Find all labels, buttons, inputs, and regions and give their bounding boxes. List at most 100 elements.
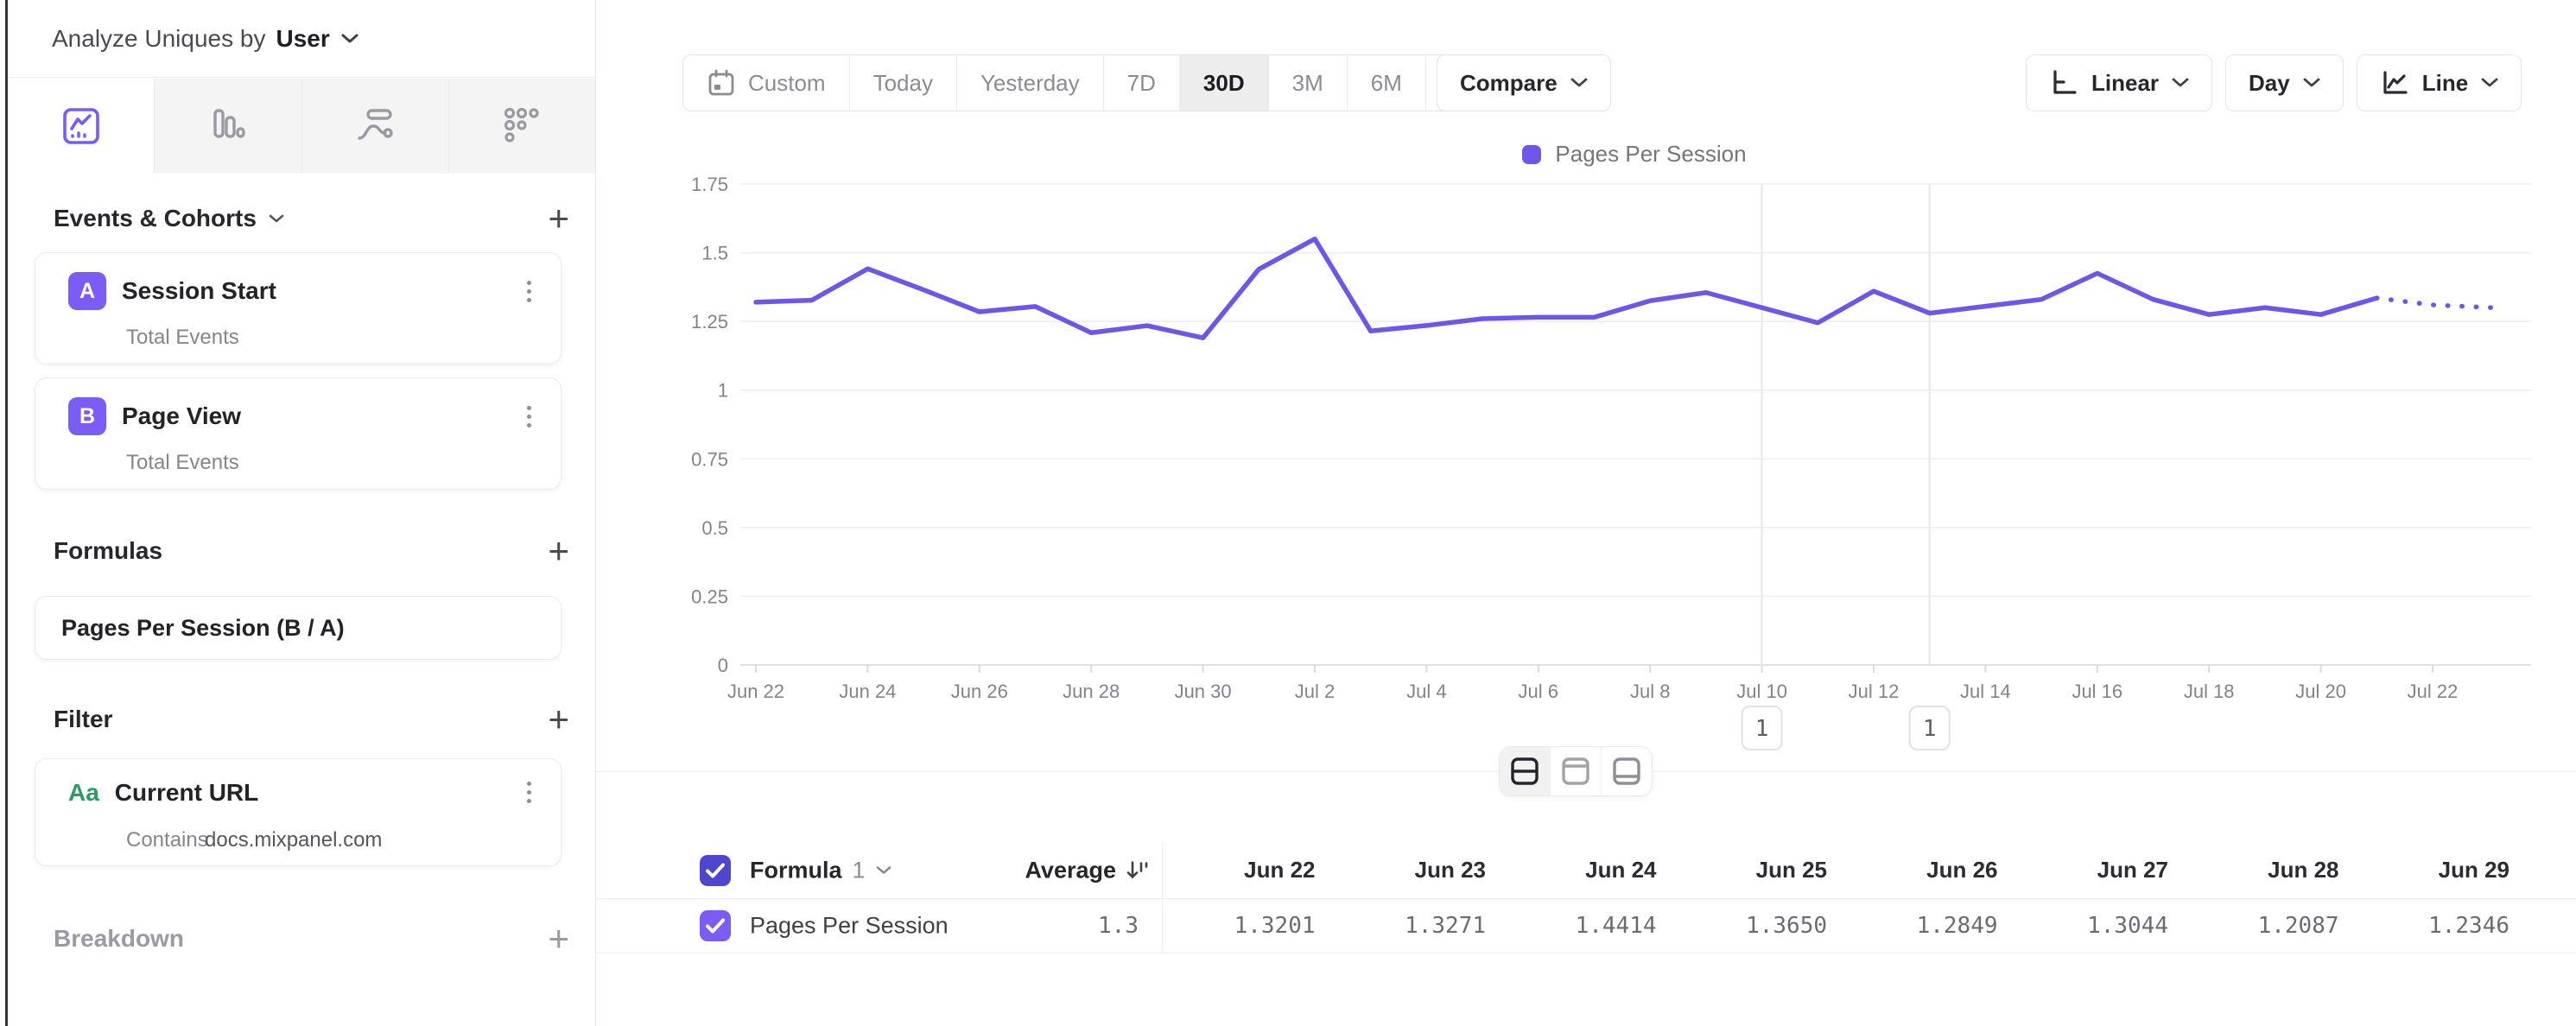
svg-text:0.25: 0.25 (691, 586, 728, 607)
chevron-down-icon (1570, 78, 1588, 87)
event-counting-method[interactable]: Total Events (126, 451, 239, 474)
range-yesterday[interactable]: Yesterday (955, 55, 1103, 111)
value-cell: 1.3044 (2087, 913, 2168, 939)
events-cohorts-header: Events & Cohorts + (35, 200, 569, 237)
value-cell: 1.3201 (1234, 913, 1316, 939)
date-column-headers: Jun 22 Jun 23 Jun 24 Jun 25 Jun 26 Jun 2… (1162, 842, 2527, 898)
svg-text:Jul 16: Jul 16 (2072, 681, 2122, 702)
kebab-menu-icon[interactable] (522, 776, 536, 808)
formulas-header: Formulas + (35, 533, 569, 569)
range-30d[interactable]: 30D (1178, 55, 1268, 111)
event-title: Page View (122, 402, 242, 429)
value-cell: 1.2849 (1916, 913, 1998, 939)
value-cell: 1.2087 (2257, 913, 2339, 939)
chevron-down-icon (2172, 78, 2189, 87)
svg-text:Jun 24: Jun 24 (839, 681, 896, 702)
svg-text:Jul 10: Jul 10 (1736, 681, 1787, 702)
add-breakdown-button[interactable]: + (548, 918, 569, 959)
event-card-page-view[interactable]: B Page View Total Events (35, 377, 562, 490)
svg-text:Jun 26: Jun 26 (951, 681, 1008, 702)
range-7d[interactable]: 7D (1102, 55, 1179, 111)
filter-title: Filter (54, 706, 113, 732)
event-card-session-start[interactable]: A Session Start Total Events (35, 252, 562, 364)
chevron-down-icon (340, 33, 359, 44)
value-cell: 1.4414 (1575, 913, 1657, 939)
svg-text:1: 1 (718, 380, 728, 402)
svg-text:Jul 6: Jul 6 (1519, 681, 1558, 702)
tab-segmentation-report[interactable] (447, 79, 595, 174)
svg-text:1.75: 1.75 (691, 174, 728, 195)
svg-text:Jul 12: Jul 12 (1849, 681, 1900, 702)
kebab-menu-icon[interactable] (522, 276, 536, 307)
series-checkbox[interactable] (700, 910, 731, 941)
chevron-down-icon (269, 214, 284, 222)
filter-value[interactable]: docs.mixpanel.com (205, 828, 383, 852)
add-event-button[interactable]: + (548, 198, 569, 238)
uniques-by-dropdown[interactable]: User (276, 24, 330, 52)
range-6m[interactable]: 6M (1346, 55, 1425, 111)
table-only-icon (1610, 755, 1643, 788)
string-property-icon: Aa (68, 778, 99, 806)
chart-only-icon (1559, 755, 1592, 788)
col-header[interactable]: Jun 22 (1244, 857, 1316, 883)
average-column-header[interactable]: Average (924, 857, 1149, 884)
filter-card-current-url[interactable]: Aa Current URL Contains docs.mixpanel.co… (35, 758, 562, 866)
select-all-checkbox[interactable] (700, 854, 731, 886)
events-cohorts-title[interactable]: Events & Cohorts (54, 205, 284, 232)
chevron-down-icon (876, 865, 891, 874)
col-header[interactable]: Jun 25 (1755, 857, 1827, 883)
col-header[interactable]: Jun 24 (1585, 857, 1657, 883)
range-3m[interactable]: 3M (1267, 55, 1347, 111)
svg-text:Jul 22: Jul 22 (2408, 681, 2459, 702)
add-filter-button[interactable]: + (548, 699, 569, 739)
svg-text:1: 1 (1755, 716, 1769, 742)
add-formula-button[interactable]: + (548, 530, 569, 571)
svg-text:0: 0 (718, 655, 728, 676)
event-counting-method[interactable]: Total Events (126, 326, 239, 349)
view-split[interactable] (1500, 747, 1550, 795)
col-header[interactable]: Jun 27 (2097, 857, 2168, 883)
legend-swatch (1522, 144, 1542, 164)
check-icon (706, 863, 725, 877)
tab-flow-report[interactable] (301, 79, 448, 174)
svg-text:Jul 2: Jul 2 (1295, 681, 1335, 702)
tab-bar-report[interactable] (154, 79, 301, 174)
col-header[interactable]: Jun 26 (1926, 857, 1998, 883)
range-custom[interactable]: Custom (683, 55, 849, 111)
filter-operator[interactable]: Contains (126, 828, 208, 852)
svg-text:1.25: 1.25 (691, 311, 728, 332)
svg-text:Jun 22: Jun 22 (727, 681, 784, 702)
svg-text:Jun 28: Jun 28 (1063, 681, 1120, 702)
col-header[interactable]: Jun 23 (1414, 857, 1486, 883)
range-today[interactable]: Today (848, 55, 956, 111)
col-header[interactable]: Jun 28 (2268, 857, 2339, 883)
kebab-menu-icon[interactable] (522, 401, 536, 433)
svg-text:Jul 14: Jul 14 (1960, 681, 2011, 702)
sort-icon[interactable] (1125, 858, 1149, 883)
series-name[interactable]: Pages Per Session (750, 912, 949, 939)
compare-button[interactable]: Compare (1437, 54, 1611, 111)
legend-label[interactable]: Pages Per Session (1555, 141, 1747, 167)
svg-text:1.5: 1.5 (701, 243, 728, 264)
chart-type-button[interactable]: Line (2356, 54, 2522, 111)
svg-text:Jul 4: Jul 4 (1406, 681, 1446, 702)
tab-insights-line[interactable] (8, 79, 155, 174)
svg-text:Jul 18: Jul 18 (2184, 681, 2235, 702)
flow-icon (354, 105, 396, 147)
formula-expression: Pages Per Session (B / A) (61, 615, 345, 641)
scale-button[interactable]: Linear (2026, 54, 2213, 111)
view-toggle (1499, 746, 1653, 796)
check-icon (706, 918, 725, 934)
formula-group-dropdown[interactable]: Formula 1 (750, 857, 891, 884)
filter-header: Filter + (35, 701, 569, 738)
col-header[interactable]: Jun 29 (2438, 857, 2509, 883)
breakdown-header: Breakdown + (35, 921, 569, 957)
view-table-only[interactable] (1601, 747, 1652, 795)
view-chart-only[interactable] (1550, 747, 1601, 795)
formula-card[interactable]: Pages Per Session (B / A) (35, 596, 562, 660)
date-range-picker: Custom Today Yesterday 7D 30D 3M 6M 12M (682, 54, 1518, 111)
chart-controls: Linear Day Line (2026, 54, 2522, 111)
table-data-row: Pages Per Session 1.3 1.3201 1.3271 1.44… (596, 899, 2576, 953)
interval-button[interactable]: Day (2225, 54, 2344, 111)
